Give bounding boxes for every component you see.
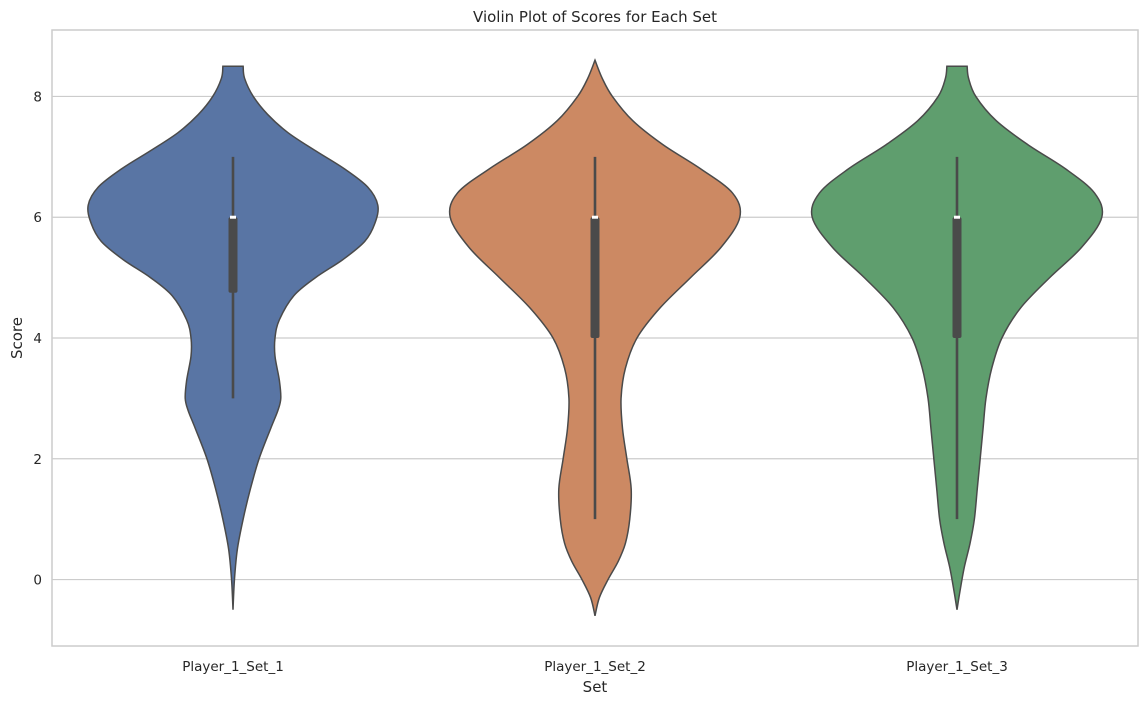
y-tick-label: 4: [33, 331, 42, 347]
x-tick-label: Player_1_Set_1: [182, 659, 284, 675]
plot-frame: [51, 29, 1139, 647]
y-tick-label: 8: [33, 89, 42, 105]
violin-iqr-box: [952, 217, 962, 338]
violin-median-marker: [954, 215, 960, 219]
y-axis-label: Score: [8, 317, 26, 359]
y-tick-label: 0: [33, 573, 42, 589]
violin-iqr-box: [228, 217, 238, 293]
violin-median-marker: [592, 215, 598, 219]
y-tick-label: 2: [33, 452, 42, 468]
violin-median-marker: [230, 215, 236, 219]
x-tick-label: Player_1_Set_3: [906, 659, 1008, 675]
chart-title: Violin Plot of Scores for Each Set: [473, 8, 717, 26]
y-tick-label: 6: [33, 210, 42, 226]
x-tick-label: Player_1_Set_2: [544, 659, 646, 675]
tick-labels: 0 2 4 6 8 Player_1_Set_1 Player_1_Set_2 Player_…: [33, 89, 1007, 675]
x-axis-label: Set: [583, 678, 608, 696]
violin-iqr-box: [590, 217, 600, 338]
violins: [87, 58, 1104, 616]
